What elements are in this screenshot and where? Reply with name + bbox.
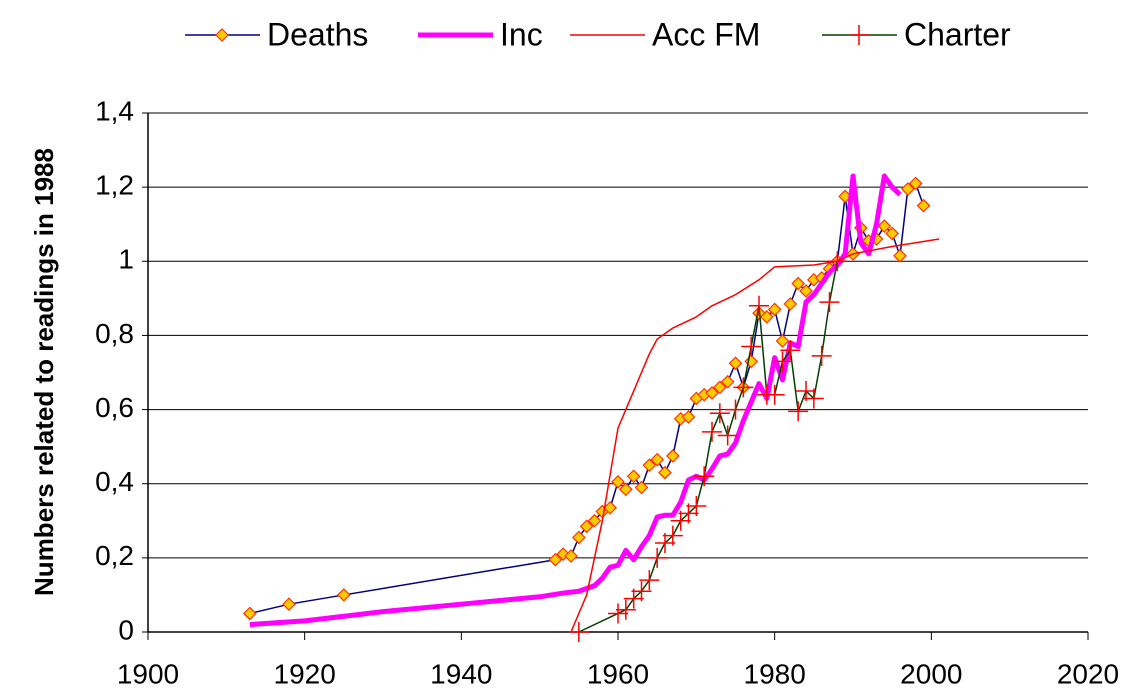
data-point bbox=[242, 606, 257, 621]
data-point bbox=[647, 547, 668, 568]
y-tick-label: 1,4 bbox=[95, 95, 134, 126]
data-point bbox=[611, 475, 625, 489]
data-point bbox=[749, 295, 769, 316]
data-point bbox=[791, 276, 806, 291]
x-tick-label: 1960 bbox=[587, 658, 649, 689]
data-point bbox=[650, 452, 665, 467]
data-point bbox=[658, 465, 672, 480]
legend-label: Acc FM bbox=[652, 16, 760, 52]
data-point bbox=[803, 388, 824, 409]
data-point bbox=[564, 549, 578, 563]
data-point bbox=[916, 198, 931, 213]
y-tick-label: 0,2 bbox=[95, 540, 134, 571]
legend-label: Charter bbox=[904, 16, 1011, 52]
y-tick-label: 1 bbox=[118, 244, 134, 275]
data-point bbox=[759, 310, 774, 324]
data-point bbox=[618, 482, 633, 497]
data-point bbox=[767, 302, 782, 317]
data-point bbox=[705, 386, 719, 400]
data-point bbox=[568, 622, 589, 642]
data-point bbox=[608, 603, 628, 624]
data-point bbox=[615, 599, 636, 620]
data-point bbox=[819, 292, 840, 313]
data-point bbox=[783, 297, 798, 311]
series-line bbox=[570, 238, 940, 633]
x-tick-label: 1920 bbox=[274, 658, 336, 689]
data-point bbox=[799, 284, 813, 298]
data-point bbox=[709, 403, 730, 424]
x-tick-label: 1940 bbox=[430, 658, 492, 689]
data-point bbox=[780, 340, 801, 361]
data-point bbox=[772, 351, 793, 372]
data-point bbox=[603, 500, 618, 515]
data-point bbox=[900, 182, 915, 196]
data-point bbox=[631, 581, 652, 602]
data-point bbox=[686, 495, 707, 516]
x-tick-label: 1900 bbox=[117, 658, 179, 689]
data-point bbox=[717, 425, 738, 446]
data-point bbox=[282, 597, 296, 612]
legend-marker bbox=[849, 25, 869, 45]
data-point bbox=[733, 377, 754, 398]
data-point bbox=[681, 410, 696, 424]
data-point bbox=[720, 374, 735, 389]
data-point bbox=[336, 588, 351, 602]
data-point bbox=[702, 421, 722, 442]
x-tick-label: 1980 bbox=[744, 658, 806, 689]
x-tick-label: 2000 bbox=[900, 658, 962, 689]
data-point bbox=[548, 552, 563, 567]
data-point bbox=[639, 570, 660, 591]
data-point bbox=[893, 248, 907, 263]
data-point bbox=[885, 226, 900, 241]
data-point bbox=[811, 345, 832, 366]
data-point bbox=[728, 356, 743, 371]
data-point bbox=[788, 401, 809, 422]
y-tick-label: 1,2 bbox=[95, 170, 134, 201]
data-point bbox=[827, 251, 848, 272]
data-point bbox=[665, 449, 680, 463]
legend-label: Deaths bbox=[267, 16, 368, 52]
data-point bbox=[741, 336, 762, 357]
data-point bbox=[908, 176, 923, 191]
data-point bbox=[725, 399, 746, 420]
y-tick-label: 0,6 bbox=[95, 392, 134, 423]
y-tick-label: 0,8 bbox=[95, 318, 134, 349]
x-tick-label: 2020 bbox=[1057, 658, 1119, 689]
data-point bbox=[694, 466, 715, 487]
data-point bbox=[571, 530, 586, 545]
data-point bbox=[556, 547, 571, 561]
data-point bbox=[634, 480, 649, 495]
data-point bbox=[764, 384, 785, 405]
data-point bbox=[662, 525, 683, 546]
legend-label: Inc bbox=[500, 16, 543, 52]
series-line bbox=[578, 261, 839, 633]
data-point bbox=[877, 219, 892, 233]
data-point bbox=[712, 380, 727, 395]
data-point bbox=[775, 334, 790, 348]
legend-marker bbox=[215, 28, 229, 42]
data-point bbox=[579, 519, 594, 534]
data-point bbox=[587, 513, 602, 528]
data-point bbox=[626, 469, 641, 484]
y-axis-label: Numbers related to readings in 1988 bbox=[29, 148, 59, 596]
y-tick-label: 0,4 bbox=[95, 466, 134, 497]
data-point bbox=[642, 458, 657, 473]
y-tick-label: 0 bbox=[118, 614, 134, 645]
